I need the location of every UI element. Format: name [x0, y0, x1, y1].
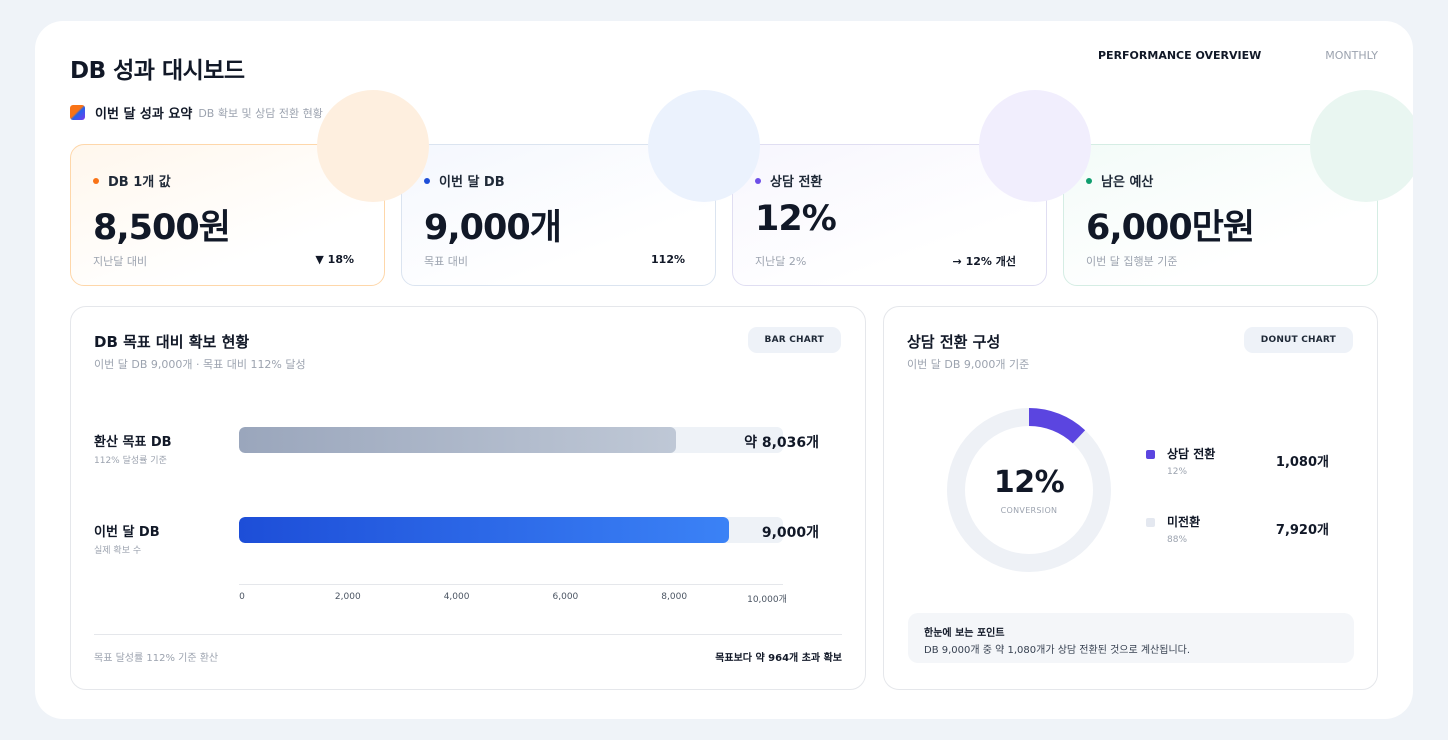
kpi-value: 9,000개 — [424, 208, 562, 248]
decorative-circle — [979, 90, 1091, 202]
kpi-value: 12% — [755, 199, 837, 239]
panel-subtitle: 이번 달 DB 9,000개 기준 — [907, 358, 1030, 371]
kpi-value: 8,500원 — [93, 208, 231, 248]
summary-heading: 이번 달 성과 요약 DB 확보 및 상담 전환 현황 — [70, 103, 323, 122]
panel-subtitle: 이번 달 DB 9,000개 · 목표 대비 112% 달성 — [94, 358, 306, 371]
decorative-circle — [648, 90, 760, 202]
kpi-label: DB 1개 값 — [108, 175, 171, 190]
donut-chart-panel: 상담 전환 구성 이번 달 DB 9,000개 기준 DONUT CHART 1… — [883, 306, 1378, 690]
x-axis-tick-label: 2,000 — [334, 592, 361, 602]
purple-dot-icon — [755, 177, 761, 184]
x-axis-tick-label: 8,000 — [661, 592, 688, 602]
decorative-circle — [317, 90, 429, 202]
bar-label: 환산 목표 DB — [94, 435, 172, 450]
kpi-footnote: 이번 달 집행분 기준 — [1086, 255, 1178, 268]
panel-footer-note: 목표 달성률 112% 기준 환산 — [94, 653, 219, 664]
bar-value-label: 9,000개 — [761, 525, 819, 541]
bar-track — [239, 427, 783, 453]
x-axis-tick-label: 6,000 — [552, 592, 579, 602]
donut-center-value: 12% — [993, 465, 1065, 500]
kpi-footnote: 목표 대비 — [424, 255, 468, 268]
panel-title: DB 목표 대비 확보 현황 — [94, 333, 250, 351]
x-axis-tick-label: 4,000 — [443, 592, 470, 602]
kpi-change: 112% — [651, 253, 685, 266]
bar-chart-chip[interactable]: BAR CHART — [747, 327, 841, 353]
legend-swatch-converted — [1146, 450, 1155, 459]
legend-value: 1,080개 — [1275, 455, 1329, 470]
bar-target-db — [239, 427, 676, 453]
dashboard-frame: DB 성과 대시보드 PERFORMANCE OVERVIEW MONTHLY … — [35, 21, 1413, 719]
blue-dot-icon — [424, 177, 430, 184]
donut-center-caption: CONVERSION — [1000, 506, 1058, 515]
kpi-footnote: 지난달 대비 — [93, 255, 148, 268]
donut-slice-converted — [1028, 408, 1086, 444]
kpi-label: 이번 달 DB — [439, 175, 505, 190]
legend-label: 미전환 — [1167, 515, 1201, 529]
legend-percent: 88% — [1167, 535, 1188, 545]
bar-value-label: 약 8,036개 — [744, 435, 819, 451]
page-title: DB 성과 대시보드 — [70, 58, 245, 84]
bar-monthly-db — [239, 517, 729, 543]
legend-percent: 12% — [1167, 467, 1188, 477]
legend-swatch-non-converted — [1146, 518, 1155, 527]
tab-performance-overview[interactable]: PERFORMANCE OVERVIEW — [1098, 49, 1262, 62]
bar-chart-panel: DB 목표 대비 확보 현황 이번 달 DB 9,000개 · 목표 대비 11… — [70, 306, 866, 690]
kpi-label: 남은 예산 — [1101, 175, 1154, 190]
donut-chart-chip[interactable]: DONUT CHART — [1243, 327, 1353, 353]
green-dot-icon — [1086, 177, 1092, 184]
x-axis-tick-label: 0 — [239, 592, 245, 602]
bar-note: 112% 달성률 기준 — [94, 456, 167, 466]
legend-value: 7,920개 — [1275, 523, 1329, 538]
kpi-change: → 12% 개선 — [952, 255, 1016, 268]
tab-monthly[interactable]: MONTHLY — [1325, 49, 1378, 62]
key-point-text: DB 9,000개 중 약 1,080개가 상담 전환된 것으로 계산됩니다. — [924, 645, 1191, 656]
orange-dot-icon — [93, 177, 99, 184]
divider — [94, 634, 842, 635]
bar-note: 실제 확보 수 — [94, 546, 142, 556]
bar-label: 이번 달 DB — [94, 525, 160, 540]
legend-label: 상담 전환 — [1167, 447, 1216, 461]
kpi-label: 상담 전환 — [770, 175, 823, 190]
x-axis-tick-label: 10,000개 — [747, 595, 787, 605]
kpi-change: ▼ 18% — [315, 253, 354, 266]
key-point-box: 한눈에 보는 포인트 DB 9,000개 중 약 1,080개가 상담 전환된 … — [908, 613, 1354, 663]
summary-label: 이번 달 성과 요약 — [95, 107, 193, 122]
kpi-footnote: 지난달 2% — [755, 255, 807, 268]
x-axis-line — [239, 584, 783, 585]
kpi-value: 6,000만원 — [1086, 208, 1255, 248]
summary-description: DB 확보 및 상담 전환 현황 — [198, 106, 323, 120]
panel-footer-highlight: 목표보다 약 964개 초과 확보 — [715, 653, 842, 664]
bar-track — [239, 517, 783, 543]
summary-icon — [70, 105, 85, 120]
donut-chart — [947, 408, 1111, 572]
decorative-circle — [1310, 90, 1413, 202]
donut-center: 12% CONVERSION — [946, 407, 1112, 573]
panel-title: 상담 전환 구성 — [907, 333, 1001, 351]
key-point-title: 한눈에 보는 포인트 — [924, 628, 1005, 639]
